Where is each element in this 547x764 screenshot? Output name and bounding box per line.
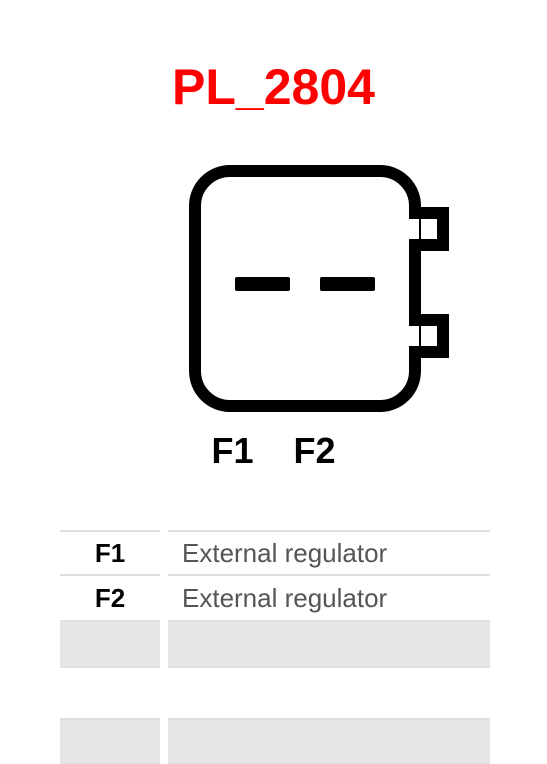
table-row: F1External regulator [60, 530, 490, 576]
pin-desc-cell: External regulator [168, 530, 490, 576]
pin-labels-row: F1 F2 [0, 430, 547, 472]
connector-diagram [0, 165, 547, 425]
pin-label-cell: F1 [60, 530, 160, 576]
table-row [60, 622, 490, 668]
pin-table: F1External regulatorF2External regulator [60, 530, 490, 668]
pin-label-cell: F2 [60, 576, 160, 622]
pin-label-cell [60, 718, 160, 764]
table-row [60, 718, 490, 764]
pin-label-cell [60, 622, 160, 668]
part-number-title: PL_2804 [0, 58, 547, 116]
pin-label-f1: F1 [211, 430, 253, 472]
pin-table-continued [60, 718, 490, 764]
pin-label-f2: F2 [294, 430, 336, 472]
pin-desc-cell [168, 718, 490, 764]
connector-svg [0, 165, 547, 425]
pin-desc-cell [168, 622, 490, 668]
pin-desc-cell: External regulator [168, 576, 490, 622]
table-row: F2External regulator [60, 576, 490, 622]
